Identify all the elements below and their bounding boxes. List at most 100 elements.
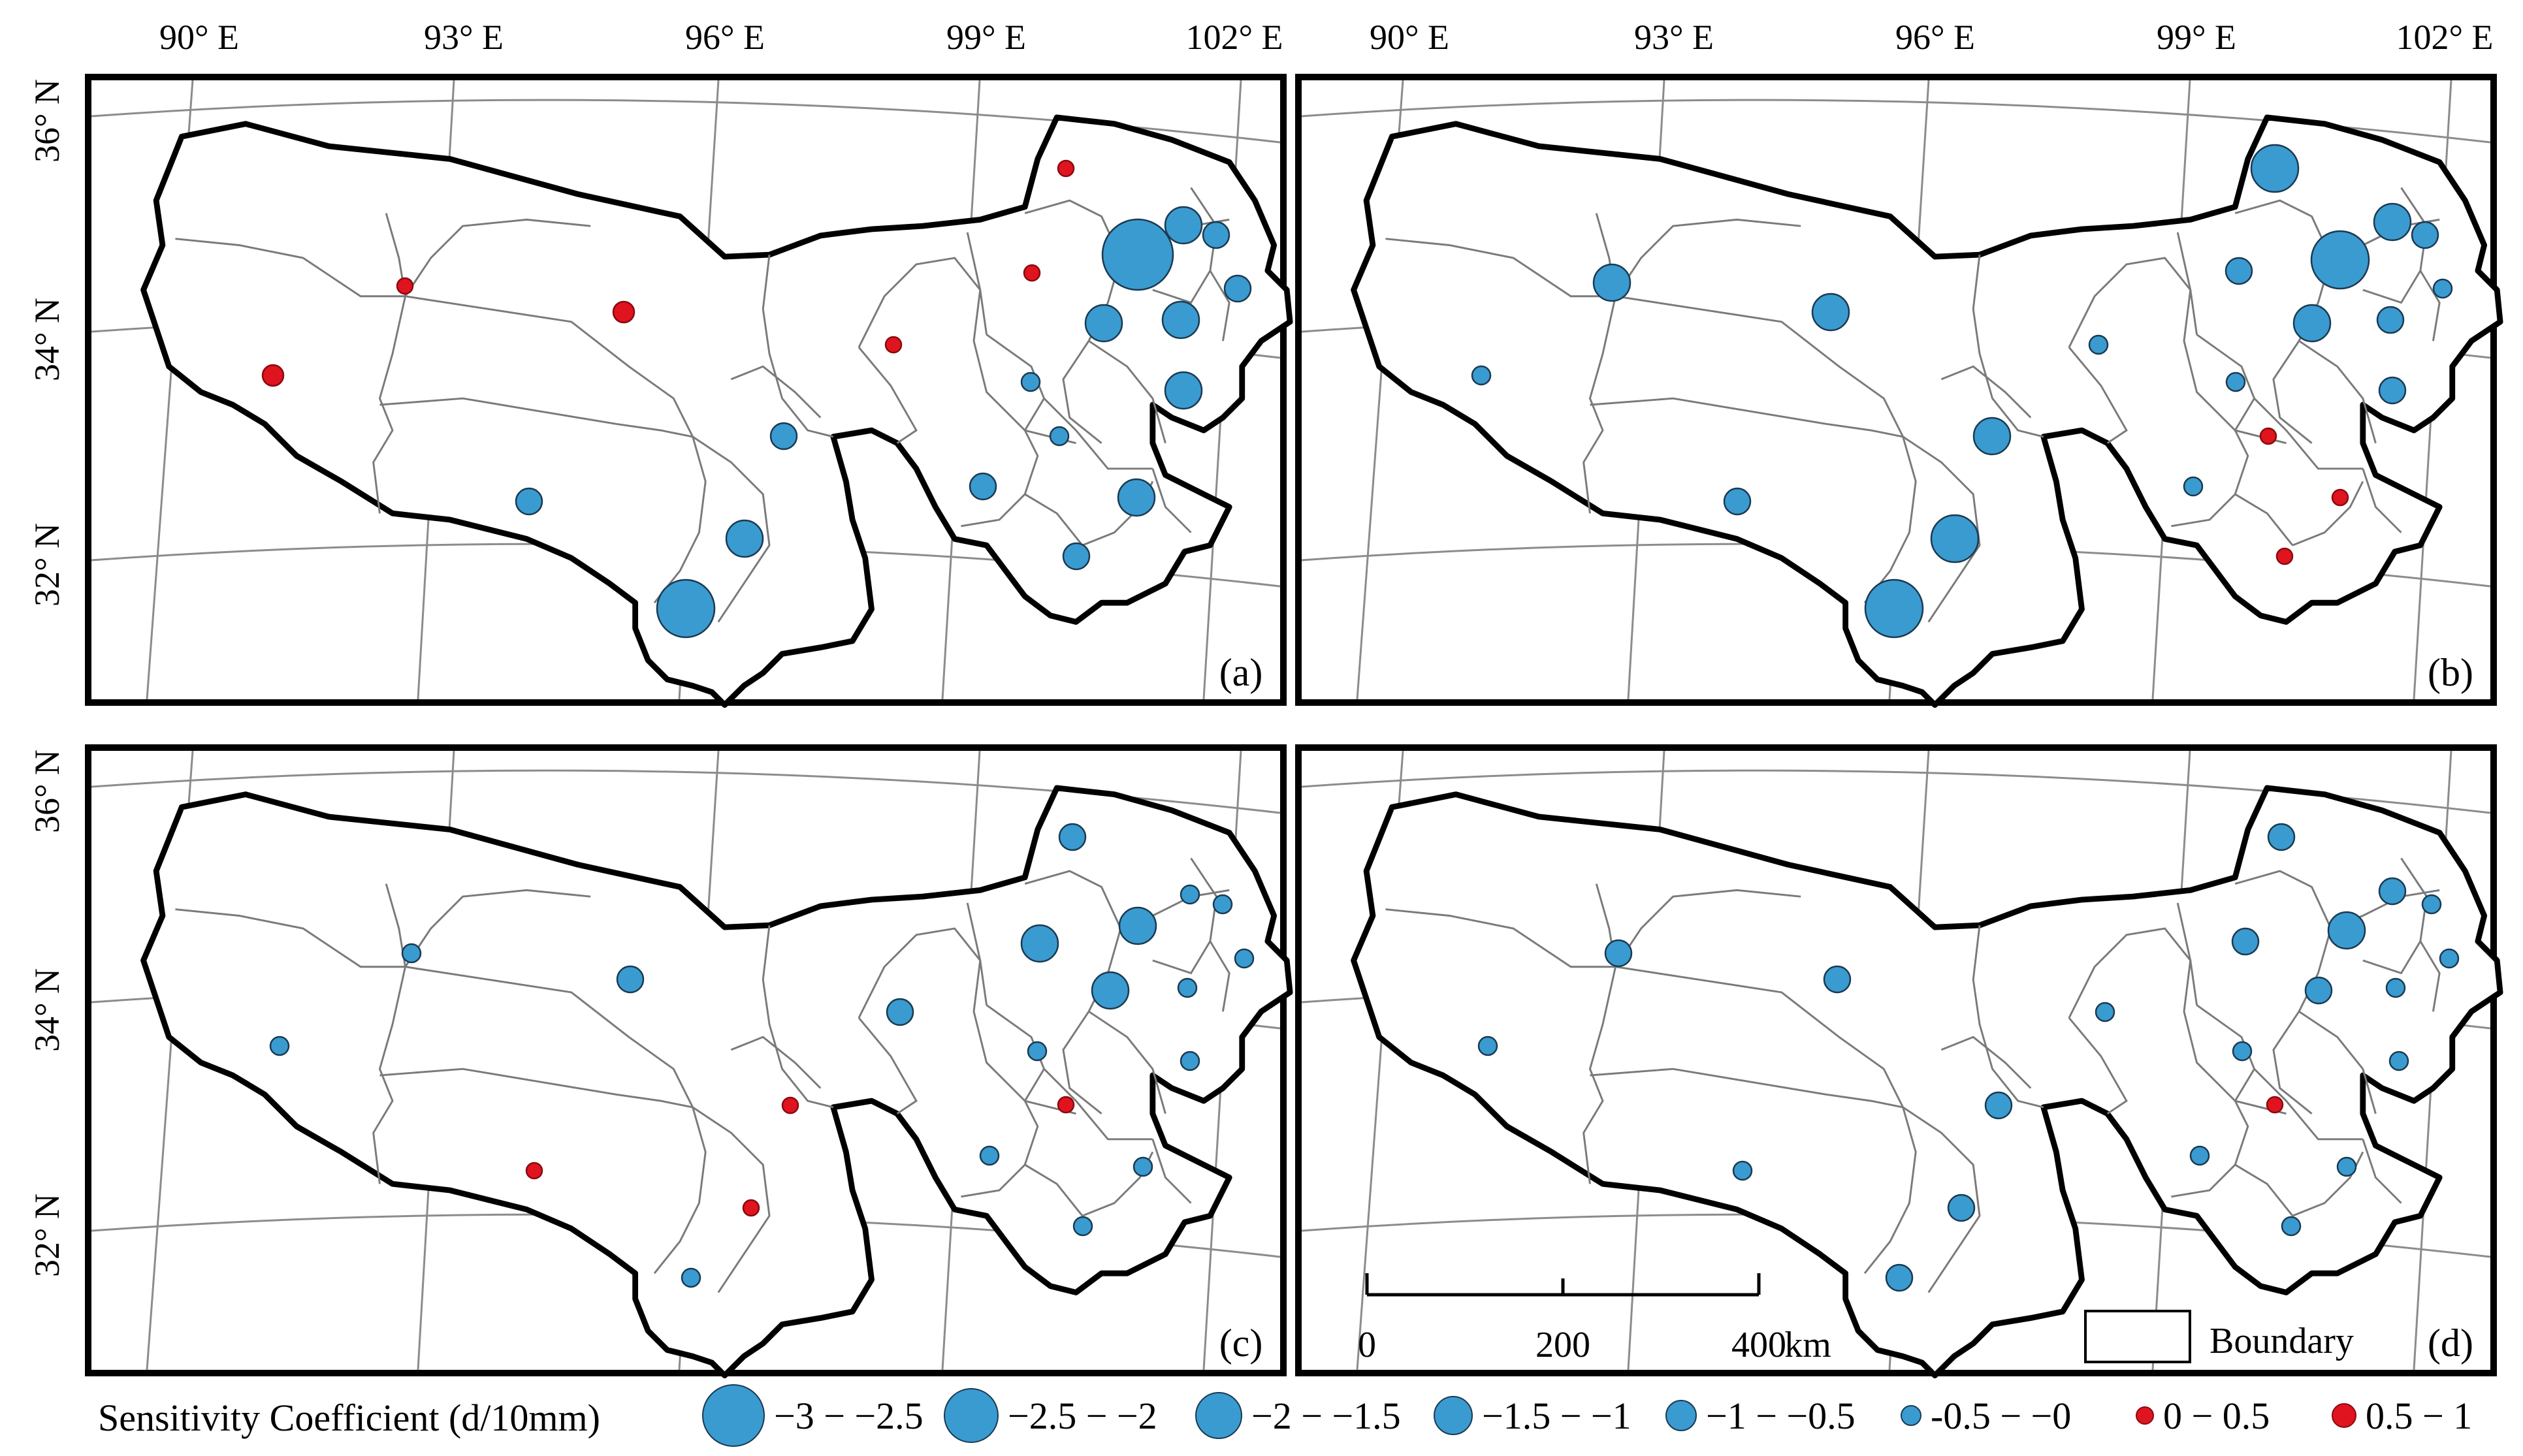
legend-item: −2 − −1.5	[1195, 1383, 1401, 1448]
legend-label: -0.5 − −0	[1931, 1394, 2072, 1437]
lat-label-top-36: 36° N	[27, 79, 67, 163]
station-negative	[2432, 278, 2453, 299]
station-negative	[616, 965, 645, 994]
station-negative	[1477, 1036, 1498, 1056]
panel-label-d: (d)	[2428, 1321, 2473, 1365]
station-negative	[1072, 1216, 1093, 1237]
legend-label: −2 − −1.5	[1251, 1394, 1401, 1437]
lat-label-bottom-32: 32° N	[27, 1194, 67, 1277]
station-positive	[2259, 427, 2277, 445]
station-negative	[769, 422, 798, 451]
station-positive	[884, 336, 903, 354]
station-negative	[2231, 927, 2260, 956]
legend-label: −1.5 − −1	[1482, 1394, 1631, 1437]
lon-label-a-102: 102° E	[1185, 18, 1283, 57]
station-positive	[525, 1162, 543, 1180]
legend-symbol	[1901, 1405, 1921, 1426]
station-negative	[2267, 823, 2296, 851]
station-negative	[681, 1267, 701, 1288]
station-negative	[1592, 263, 1631, 302]
station-positive	[1057, 159, 1075, 178]
station-positive	[742, 1199, 760, 1217]
legend-item: 0.5 − 1	[2332, 1383, 2472, 1448]
station-negative	[2225, 257, 2253, 285]
station-negative	[1101, 218, 1174, 291]
station-negative	[2411, 221, 2439, 249]
station-negative	[2439, 948, 2460, 969]
legend-symbol	[2332, 1403, 2356, 1428]
station-positive	[261, 364, 285, 387]
station-negative	[515, 487, 543, 516]
station-negative	[401, 943, 422, 964]
lat-label-bottom-34: 34° N	[27, 968, 67, 1052]
lon-label-b-99: 99° E	[2157, 18, 2236, 57]
lat-label-top-34: 34° N	[27, 298, 67, 381]
station-negative	[1202, 221, 1230, 249]
station-negative	[1234, 948, 1255, 969]
station-negative	[1972, 417, 2012, 456]
legend-label: −3 − −2.5	[774, 1394, 924, 1437]
station-negative	[2225, 372, 2246, 392]
station-negative	[1864, 578, 1924, 639]
lon-label-a-99: 99° E	[946, 18, 1026, 57]
station-negative	[1885, 1263, 1914, 1292]
scale-unit: km	[1784, 1325, 1831, 1365]
legend: Sensitivity Coefficient (d/10mm) −3 − −2…	[0, 1383, 2523, 1448]
legend-symbol	[1665, 1400, 1697, 1431]
legend-symbol	[1434, 1396, 1473, 1435]
station-negative	[979, 1145, 1000, 1166]
station-negative	[2388, 1051, 2409, 1071]
station-negative	[2183, 476, 2204, 497]
station-negative	[2421, 894, 2442, 915]
panel-label-b: (b)	[2428, 651, 2473, 694]
station-positive	[1023, 264, 1041, 282]
station-negative	[1020, 924, 1059, 963]
station-positive	[396, 277, 414, 295]
station-negative	[2385, 977, 2406, 998]
station-negative	[2250, 144, 2300, 193]
station-positive	[2266, 1096, 2284, 1114]
station-negative	[1161, 300, 1200, 340]
legend-label: 0.5 − 1	[2366, 1394, 2473, 1437]
lon-label-b-90: 90° E	[1370, 18, 1449, 57]
station-negative	[969, 472, 997, 501]
panel-label-a: (a)	[1219, 651, 1263, 694]
station-negative	[1930, 514, 1980, 563]
station-negative	[2281, 1216, 2302, 1237]
legend-title: Sensitivity Coefficient (d/10mm)	[98, 1397, 600, 1439]
legend-item: −1.5 − −1	[1434, 1383, 1631, 1448]
station-negative	[1984, 1091, 2013, 1120]
lat-label-top-32: 32° N	[27, 523, 67, 607]
station-negative	[1947, 1194, 1976, 1222]
scale-tick-0: 0	[1358, 1325, 1376, 1365]
station-negative	[1118, 906, 1157, 945]
station-negative	[1058, 823, 1087, 851]
legend-label: −2.5 − −2	[1008, 1394, 1157, 1437]
station-negative	[1020, 372, 1041, 392]
lat-label-bottom-36: 36° N	[27, 750, 67, 833]
station-negative	[1811, 293, 1850, 332]
legend-symbol	[2136, 1406, 2154, 1425]
legend-symbol	[1195, 1392, 1242, 1439]
station-negative	[2189, 1145, 2210, 1166]
station-negative	[1180, 1051, 1200, 1071]
station-negative	[2378, 877, 2407, 906]
station-negative	[1164, 371, 1203, 410]
legend-symbol	[702, 1384, 765, 1447]
station-negative	[1732, 1160, 1753, 1181]
station-negative	[725, 519, 764, 558]
station-negative	[1164, 206, 1203, 245]
lon-label-b-96: 96° E	[1895, 18, 1975, 57]
scale-tick-200: 200	[1535, 1325, 1590, 1365]
station-negative	[1212, 894, 1233, 915]
scale-bar	[1365, 1273, 1761, 1297]
legend-label: −1 − −0.5	[1706, 1394, 1856, 1437]
lon-label-a-90: 90° E	[159, 18, 239, 57]
legend-item: -0.5 − −0	[1901, 1383, 2071, 1448]
panel-label-c: (c)	[1219, 1321, 1263, 1365]
legend-label: 0 − 0.5	[2163, 1394, 2270, 1437]
boundary-legend-label: Boundary	[2210, 1321, 2354, 1361]
station-negative	[2088, 334, 2109, 355]
station-negative	[2095, 1002, 2115, 1022]
station-negative	[1223, 274, 1252, 303]
